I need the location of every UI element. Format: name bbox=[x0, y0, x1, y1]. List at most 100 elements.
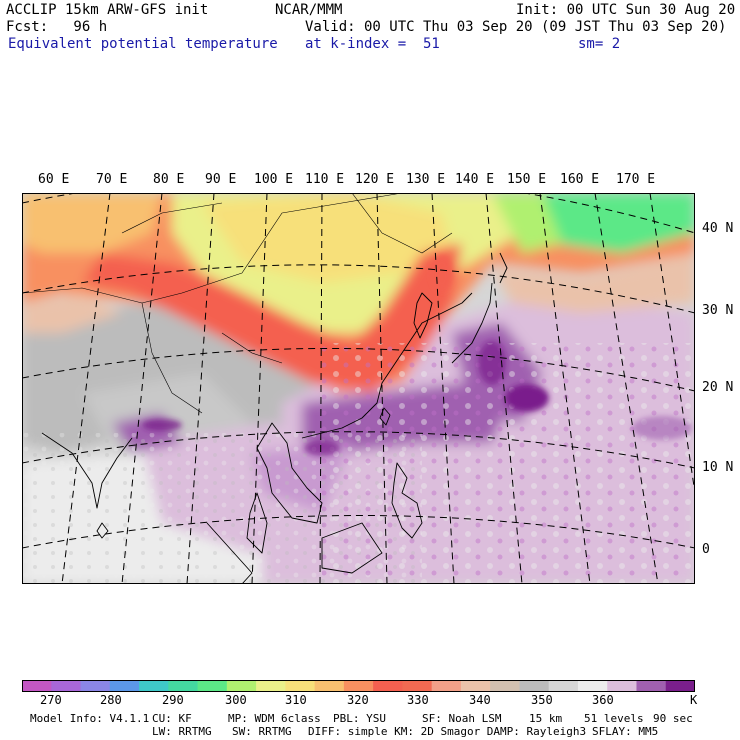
meridian-160E bbox=[594, 193, 659, 584]
pbl-scheme: PBL: YSU bbox=[333, 712, 386, 725]
meridian-70E bbox=[61, 193, 111, 584]
colorbar-tick: 360 bbox=[592, 693, 614, 707]
colorbar-tick: 310 bbox=[285, 693, 307, 707]
colorbar-swatch bbox=[373, 680, 403, 692]
lon-label: 110 E bbox=[305, 172, 345, 187]
surface-scheme: SF: Noah LSM bbox=[422, 712, 502, 725]
lat-label: 40 N bbox=[702, 221, 734, 236]
parallel-20N bbox=[22, 347, 695, 392]
lon-label: 170 E bbox=[616, 172, 656, 187]
lon-label: 60 E bbox=[38, 172, 70, 187]
sumatra-borneo bbox=[206, 522, 383, 584]
colorbar-tick: 280 bbox=[100, 693, 122, 707]
taiwan bbox=[379, 407, 391, 426]
lat-label: 10 N bbox=[702, 460, 734, 475]
equator bbox=[22, 515, 695, 549]
colorbar-swatch bbox=[548, 680, 579, 692]
meridian-130E bbox=[431, 193, 455, 584]
japan bbox=[451, 252, 508, 364]
institution: NCAR/MMM bbox=[275, 2, 343, 18]
srilanka bbox=[96, 522, 109, 539]
lon-label: 100 E bbox=[254, 172, 294, 187]
korea-peninsula bbox=[413, 292, 433, 339]
lon-label: 90 E bbox=[205, 172, 237, 187]
colorbar-tick: 330 bbox=[407, 693, 429, 707]
level-label: at k-index = 51 bbox=[305, 36, 440, 52]
colorbar bbox=[22, 680, 695, 692]
colorbar-swatch bbox=[314, 680, 345, 692]
microphysics-scheme: MP: WDM 6class bbox=[228, 712, 321, 725]
colorbar-swatch bbox=[226, 680, 257, 692]
lat-label: 20 N bbox=[702, 380, 734, 395]
valid-time: Valid: 00 UTC Thu 03 Sep 20 (09 JST Thu … bbox=[305, 19, 727, 35]
parallel-10N bbox=[22, 431, 695, 469]
field-name: Equivalent potential temperature bbox=[8, 36, 278, 52]
model-version: Model Info: V4.1.1 bbox=[30, 712, 150, 725]
theta-e-map bbox=[22, 193, 695, 584]
lon-label: 140 E bbox=[455, 172, 495, 187]
lon-label: 70 E bbox=[96, 172, 128, 187]
colorbar-swatch bbox=[285, 680, 316, 692]
meridian-80E bbox=[121, 193, 163, 584]
model-title: ACCLIP 15km ARW-GFS init bbox=[6, 2, 209, 18]
colorbar-swatch bbox=[168, 680, 199, 692]
grid-spacing: 15 km bbox=[529, 712, 563, 725]
forecast-hour: Fcst: 96 h bbox=[6, 19, 108, 35]
meridian-90E bbox=[186, 193, 215, 584]
meridian-150E bbox=[539, 193, 591, 584]
meridian-100E bbox=[251, 193, 268, 584]
colorbar-swatch bbox=[460, 680, 491, 692]
colorbar-unit: K bbox=[690, 693, 698, 707]
colorbar-swatch bbox=[343, 680, 374, 692]
colorbar-swatch bbox=[519, 680, 550, 692]
colorbar-tick: 340 bbox=[469, 693, 491, 707]
colorbar-swatch bbox=[256, 680, 286, 692]
colorbar-swatch bbox=[431, 680, 462, 692]
colorbar-swatch bbox=[636, 680, 667, 692]
lon-label: 160 E bbox=[560, 172, 600, 187]
colorbar-swatch bbox=[577, 680, 608, 692]
meridian-120E bbox=[376, 193, 388, 584]
colorbar-swatch bbox=[22, 680, 52, 692]
colorbar-swatch bbox=[665, 680, 695, 692]
china-coastline bbox=[301, 292, 473, 439]
colorbar-swatch bbox=[51, 680, 82, 692]
meridian-140E bbox=[485, 193, 523, 584]
colorbar-swatch bbox=[490, 680, 520, 692]
meridian-110E bbox=[319, 193, 323, 584]
lat-label: 30 N bbox=[702, 303, 734, 318]
meridian-170E bbox=[649, 193, 695, 494]
colorbar-tick: 290 bbox=[162, 693, 184, 707]
lon-label: 80 E bbox=[153, 172, 185, 187]
parallel-30N bbox=[22, 264, 695, 314]
country-borders bbox=[22, 193, 453, 414]
parallel-40N bbox=[22, 193, 695, 234]
lon-label: 120 E bbox=[355, 172, 395, 187]
lon-label: 130 E bbox=[406, 172, 446, 187]
colorbar-swatch bbox=[197, 680, 228, 692]
cumulus-scheme: CU: KF bbox=[152, 712, 192, 725]
colorbar-swatch bbox=[607, 680, 637, 692]
diffusion-damping: DIFF: simple KM: 2D Smagor DAMP: Rayleig… bbox=[308, 725, 587, 738]
colorbar-tick: 350 bbox=[531, 693, 553, 707]
colorbar-tick: 270 bbox=[40, 693, 62, 707]
colorbar-swatch bbox=[402, 680, 433, 692]
philippines bbox=[391, 462, 423, 539]
colorbar-swatch bbox=[139, 680, 169, 692]
colorbar-swatch bbox=[109, 680, 140, 692]
shortwave-scheme: SW: RRTMG bbox=[232, 725, 292, 738]
vertical-levels: 51 levels bbox=[584, 712, 644, 725]
init-time: Init: 00 UTC Sun 30 Aug 20 bbox=[516, 2, 736, 18]
lon-label: 150 E bbox=[507, 172, 547, 187]
colorbar-tick: 300 bbox=[225, 693, 247, 707]
timestep: 90 sec bbox=[653, 712, 693, 725]
colorbar-tick: 320 bbox=[347, 693, 369, 707]
colorbar-border bbox=[22, 680, 695, 692]
india-coast bbox=[41, 432, 133, 509]
smoothing-label: sm= 2 bbox=[578, 36, 621, 52]
indochina bbox=[256, 422, 323, 524]
surface-layer: SFLAY: MM5 bbox=[592, 725, 659, 738]
lat-label: 0 bbox=[702, 542, 710, 557]
colorbar-swatch bbox=[80, 680, 111, 692]
longwave-scheme: LW: RRTMG bbox=[152, 725, 212, 738]
